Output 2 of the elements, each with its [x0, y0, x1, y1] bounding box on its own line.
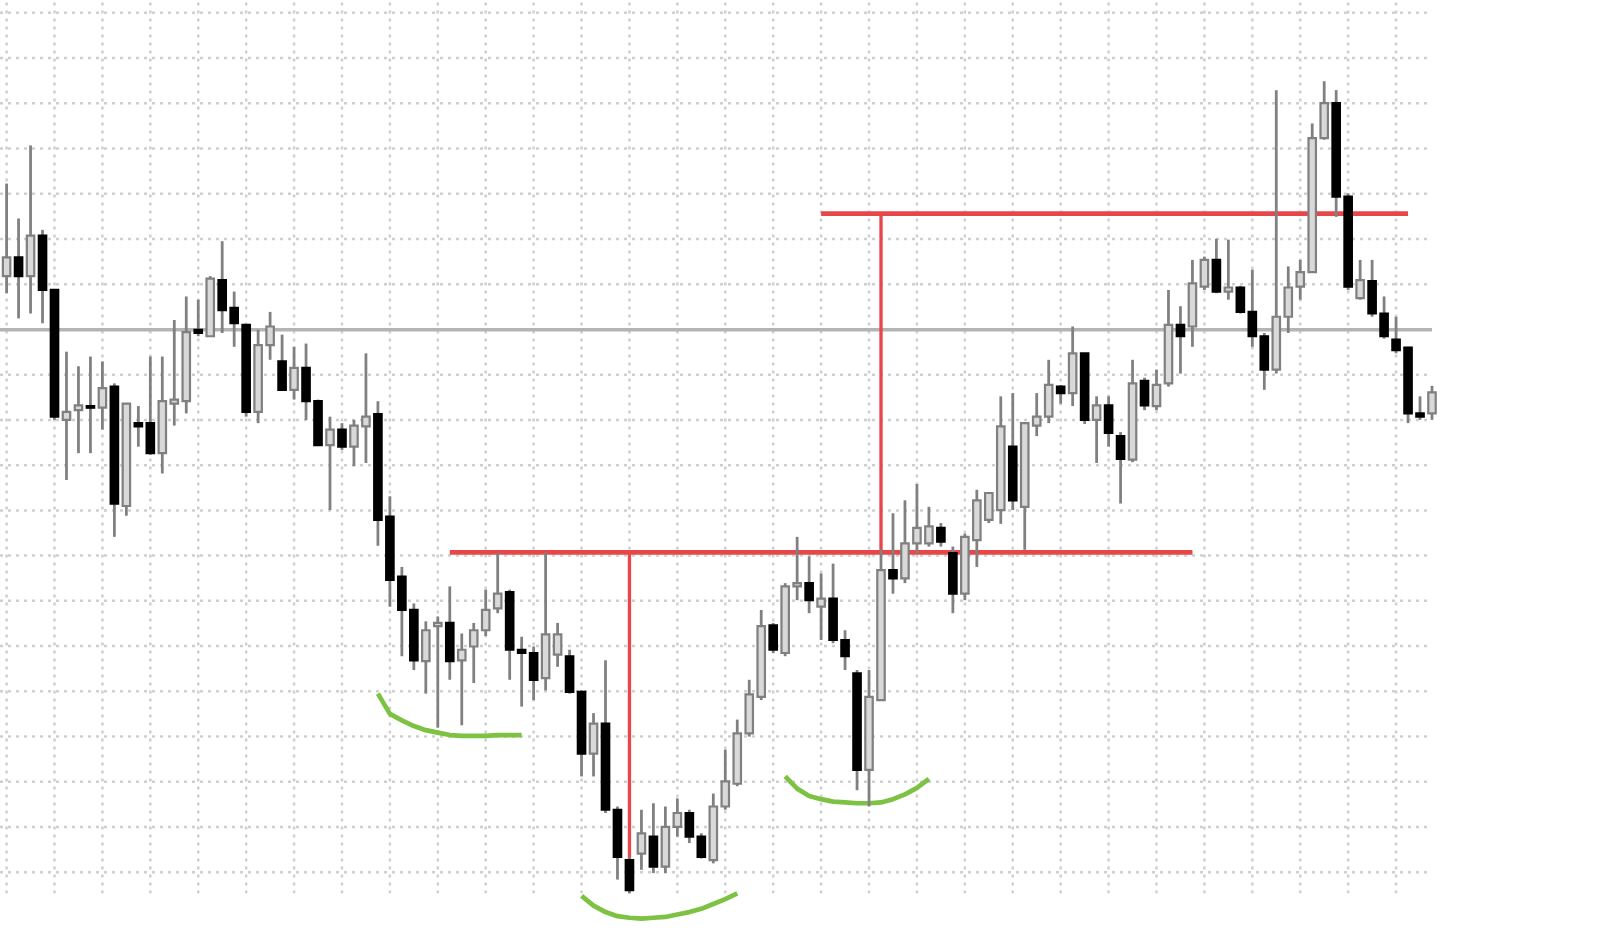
candlestick [624, 855, 635, 895]
candlestick [1427, 384, 1437, 422]
